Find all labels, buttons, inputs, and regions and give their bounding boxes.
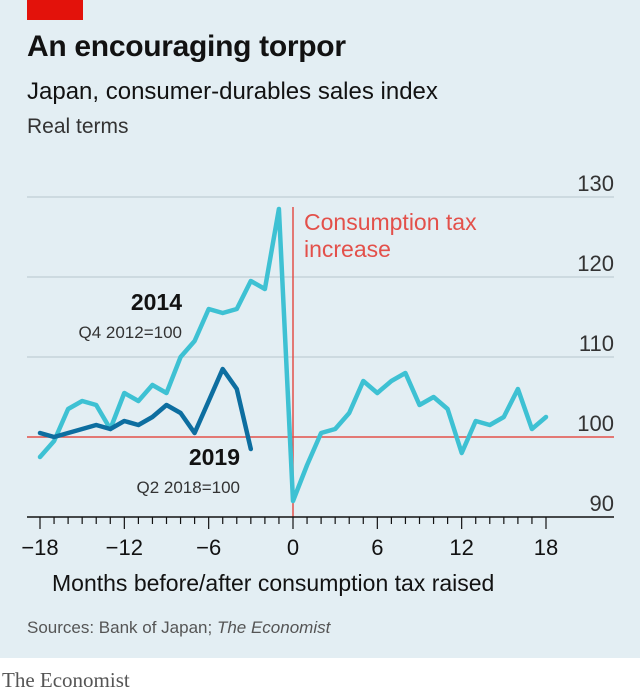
x-tick-label--18: −18 [21,535,58,560]
series-2014-name: 2014 [131,289,182,315]
series-2014-base: Q4 2012=100 [78,323,182,342]
x-tick-label-12: 12 [449,535,473,560]
source-italic: The Economist [216,618,331,637]
series-line-2014 [37,206,549,504]
x-axis [27,516,614,529]
brand-footer: The Economist [2,668,130,692]
y-tick-label-100: 100 [577,411,614,436]
series-lines [37,206,549,504]
series-labels: Consumption tax increase 2014 Q4 2012=10… [78,209,477,497]
y-tick-label-90: 90 [590,491,614,516]
annotation-line-1: Consumption tax [304,209,477,235]
economist-red-tag [27,0,83,20]
chart-unit-note: Real terms [27,115,129,138]
x-tick-label-6: 6 [371,535,383,560]
source-text: Sources: Bank of Japan; [27,618,217,637]
series-line-2019 [37,366,254,452]
x-tick-label-18: 18 [534,535,558,560]
x-tick-label--12: −12 [106,535,143,560]
x-tick-labels: −18 −12 −6 0 6 12 18 [21,535,558,560]
chart-title: An encouraging torpor [27,30,346,63]
y-tick-label-120: 120 [577,251,614,276]
gridlines [27,196,614,358]
y-tick-labels: 90 100 110 120 130 [577,171,614,516]
x-tick-label--6: −6 [196,535,221,560]
source-note: Sources: Bank of Japan; The Economist [27,618,330,638]
y-tick-label-110: 110 [579,331,614,356]
x-axis-title: Months before/after consumption tax rais… [52,570,495,596]
series-2019-name: 2019 [189,444,240,470]
annotation-line-2: increase [304,236,391,262]
y-tick-label-130: 130 [577,171,614,196]
line-chart: 90 100 110 120 130 −18 −12 −6 0 6 12 18 Consumptio… [21,171,614,560]
x-tick-label-0: 0 [287,535,299,560]
chart-subtitle: Japan, consumer-durables sales index [27,78,438,105]
chart-panel [0,0,640,658]
series-2019-base: Q2 2018=100 [136,478,240,497]
